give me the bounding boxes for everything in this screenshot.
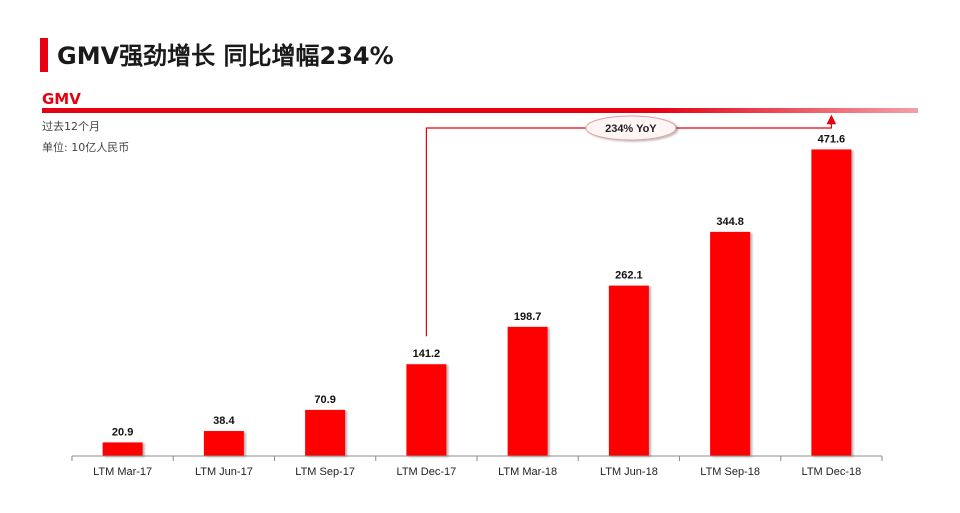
bar-5 [608, 285, 649, 456]
bar-7 [811, 149, 852, 456]
section-divider [42, 108, 918, 113]
x-tick-label-3: LTM Dec-17 [397, 466, 457, 478]
data-label-5: 262.1 [615, 270, 643, 282]
yoy-annotation: 234% YoY [425, 114, 837, 337]
x-tick-label-2: LTM Sep-17 [295, 466, 355, 478]
title-accent-bar [40, 38, 48, 72]
data-label-2: 70.9 [314, 394, 335, 406]
x-tick-label-1: LTM Jun-17 [195, 466, 253, 478]
x-tick-label-0: LTM Mar-17 [93, 466, 152, 478]
bars-layer: 20.9 38.4 70.9 141.2 198.7 262.1 344.8 471.6 [102, 133, 852, 456]
data-label-7: 471.6 [818, 133, 846, 145]
data-label-1: 38.4 [213, 415, 235, 427]
data-label-0: 20.9 [112, 426, 133, 438]
data-label-3: 141.2 [413, 348, 441, 360]
bar-4 [507, 326, 548, 456]
x-tick-label-4: LTM Mar-18 [498, 466, 557, 478]
x-tick-label-7: LTM Dec-18 [802, 466, 862, 478]
yoy-label: 234% YoY [605, 123, 657, 135]
data-label-4: 198.7 [514, 311, 542, 323]
bar-3 [406, 364, 447, 456]
data-label-6: 344.8 [716, 216, 744, 228]
x-tick-label-6: LTM Sep-18 [700, 466, 760, 478]
period-note: 过去12个月 [42, 120, 100, 133]
bar-1 [203, 431, 244, 456]
unit-note: 单位: 10亿人民币 [42, 141, 130, 154]
bar-2 [305, 409, 346, 456]
yoy-badge [585, 115, 677, 141]
bar-6 [710, 231, 751, 456]
page-title: GMV强劲增长 同比增幅234% [57, 42, 394, 70]
x-axis: LTM Mar-17 LTM Jun-17 LTM Sep-17 LTM Dec-17… [71, 455, 883, 478]
x-tick-label-5: LTM Jun-18 [600, 466, 658, 478]
section-heading: GMV [42, 90, 81, 108]
bar-0 [102, 442, 143, 456]
